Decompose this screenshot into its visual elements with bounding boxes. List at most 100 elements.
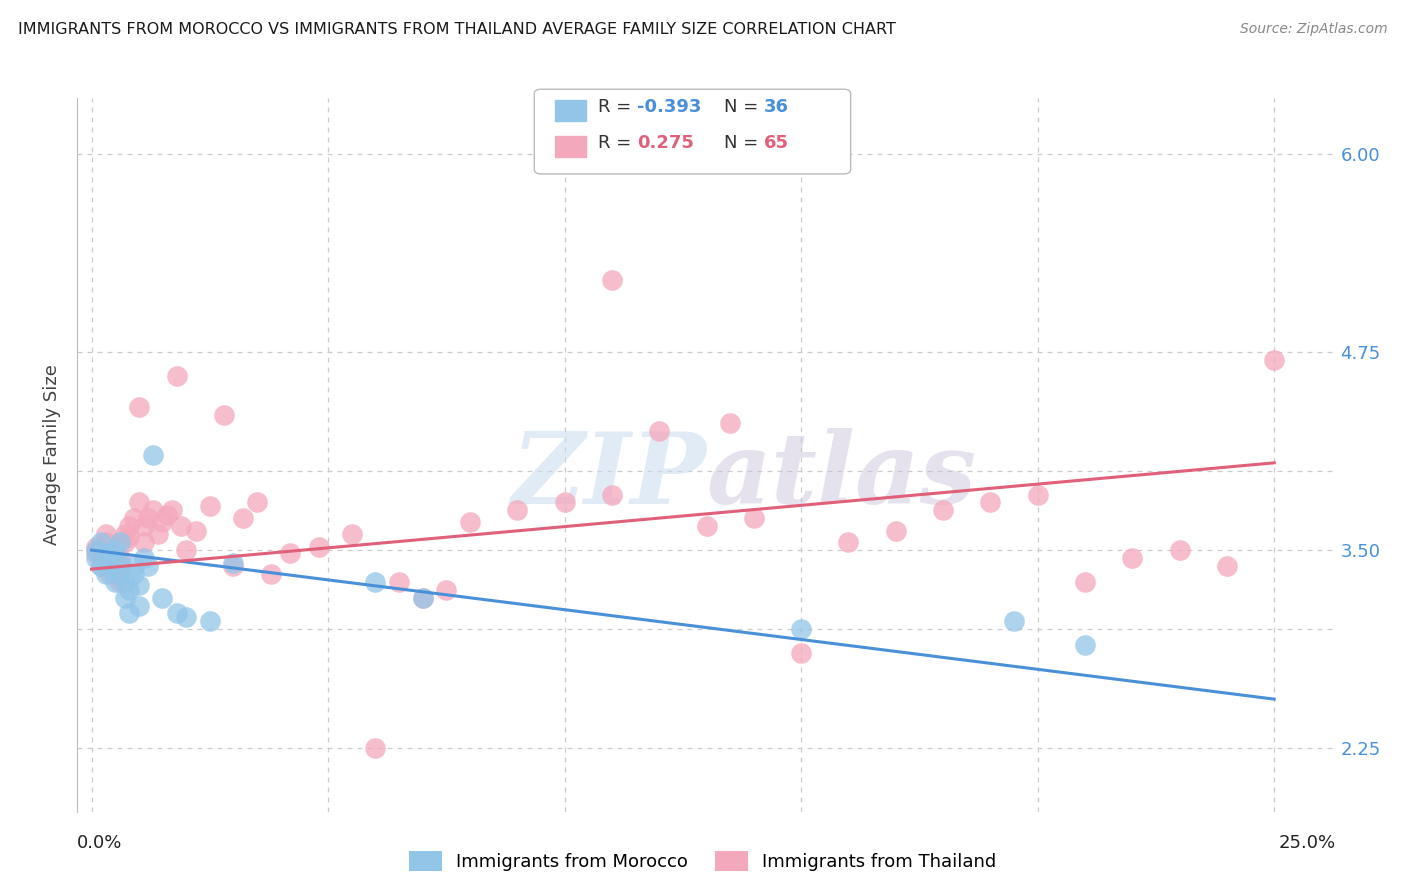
Point [100, 562, 122, 576]
Point [979, 495, 1001, 509]
Point [108, 574, 131, 589]
Point [114, 527, 136, 541]
Point [122, 566, 145, 581]
Point [104, 574, 127, 589]
Point [152, 591, 174, 605]
Point [84, 551, 107, 566]
Text: R =: R = [598, 134, 637, 152]
Point [742, 511, 765, 525]
Point [118, 607, 141, 621]
Point [156, 508, 179, 523]
Point [174, 609, 197, 624]
Text: 36: 36 [763, 98, 789, 116]
Point [108, 551, 131, 566]
Point [1002, 615, 1025, 629]
Point [212, 409, 235, 423]
Point [790, 623, 813, 637]
Text: 0.0%: 0.0% [77, 834, 122, 852]
Text: 0.275: 0.275 [637, 134, 693, 152]
Point [104, 562, 127, 576]
Point [600, 273, 623, 287]
Point [132, 535, 155, 549]
Point [308, 540, 330, 554]
Point [222, 558, 245, 573]
Point [1168, 543, 1191, 558]
Point [118, 530, 141, 544]
Point [434, 582, 457, 597]
Point [1216, 558, 1239, 573]
Point [108, 535, 131, 549]
Point [122, 558, 145, 573]
Point [246, 495, 269, 509]
Point [114, 535, 136, 549]
Text: ZIP: ZIP [512, 428, 707, 524]
Point [100, 546, 122, 560]
Point [100, 543, 122, 558]
Point [132, 551, 155, 566]
Point [458, 515, 481, 529]
Point [84, 540, 107, 554]
Point [790, 646, 813, 660]
Point [278, 546, 301, 560]
Text: R =: R = [598, 98, 637, 116]
Text: Source: ZipAtlas.com: Source: ZipAtlas.com [1240, 22, 1388, 37]
Point [104, 543, 127, 558]
Point [94, 566, 117, 581]
Point [364, 574, 387, 589]
Point [128, 578, 150, 592]
Point [837, 535, 859, 549]
Point [260, 566, 283, 581]
Point [932, 503, 955, 517]
Point [340, 527, 363, 541]
Point [1263, 352, 1285, 367]
Text: 25.0%: 25.0% [1278, 834, 1336, 852]
Point [388, 574, 411, 589]
Point [128, 495, 150, 509]
Point [718, 416, 741, 430]
Point [94, 535, 117, 549]
Text: N =: N = [724, 134, 763, 152]
Point [90, 551, 112, 566]
Point [122, 511, 145, 525]
Point [506, 503, 529, 517]
Point [84, 543, 107, 558]
Text: atlas: atlas [707, 428, 977, 524]
Point [232, 511, 254, 525]
Point [648, 424, 671, 438]
Point [132, 519, 155, 533]
Text: 65: 65 [763, 134, 789, 152]
Point [554, 495, 576, 509]
Point [100, 566, 122, 581]
Legend: Immigrants from Morocco, Immigrants from Thailand: Immigrants from Morocco, Immigrants from… [402, 844, 1004, 879]
Point [1074, 638, 1097, 652]
Point [118, 582, 141, 597]
Point [1121, 551, 1143, 566]
Point [198, 499, 221, 513]
Point [90, 558, 112, 573]
Point [128, 599, 150, 613]
Point [364, 741, 387, 756]
Point [166, 368, 188, 383]
Point [104, 556, 127, 570]
Point [136, 558, 159, 573]
Point [160, 503, 183, 517]
Point [198, 615, 221, 629]
Text: -0.393: -0.393 [637, 98, 702, 116]
Point [884, 524, 907, 538]
Y-axis label: Average Family Size: Average Family Size [44, 365, 62, 545]
Point [118, 519, 141, 533]
Point [184, 524, 207, 538]
Point [1026, 487, 1049, 501]
Point [222, 556, 245, 570]
Point [84, 546, 107, 560]
Point [94, 556, 117, 570]
Point [696, 519, 718, 533]
Point [174, 543, 197, 558]
Point [142, 448, 165, 462]
Point [166, 607, 188, 621]
Point [146, 527, 169, 541]
Text: N =: N = [724, 98, 763, 116]
Point [142, 503, 165, 517]
Point [108, 556, 131, 570]
Point [90, 558, 112, 573]
